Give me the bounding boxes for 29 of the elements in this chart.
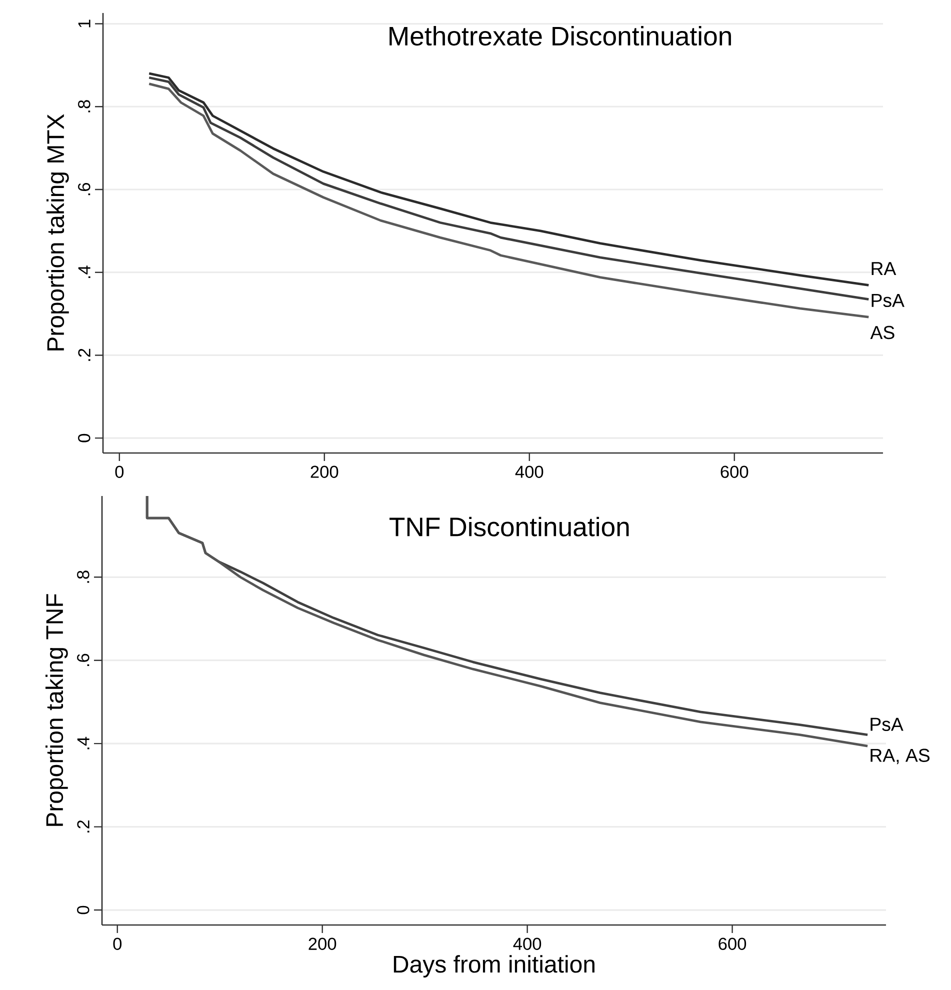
x-tick-label: 0	[115, 466, 124, 478]
x-axis-title: Days from initiation	[394, 955, 594, 978]
series-label: AS	[870, 326, 894, 340]
y-tick-label: .2	[77, 820, 90, 832]
y-tick-label: .8	[78, 100, 90, 112]
x-tick-label: 600	[720, 466, 748, 478]
x-tick-label: 200	[308, 938, 336, 950]
y-tick-label: .4	[77, 736, 90, 750]
y-axis-title: Proportion taking TNF	[45, 594, 68, 826]
series-label: PsA	[870, 718, 904, 731]
y-axis-title: Proportion taking MTX	[46, 114, 69, 350]
chart-title: Methotrexate Discontinuation	[390, 26, 731, 46]
x-tick-label: 200	[310, 466, 338, 478]
y-tick-label: .4	[78, 266, 90, 278]
y-tick-label: .6	[77, 654, 90, 666]
text: TNF Discontinuation	[390, 516, 629, 536]
x-tick-label: 600	[718, 938, 746, 950]
y-tick-label: .6	[78, 183, 90, 196]
x-tick-label: 400	[515, 466, 544, 478]
y-tick-label: 1	[78, 20, 90, 28]
series-label: RA	[872, 262, 896, 275]
y-tick-label: .2	[78, 348, 90, 361]
series-label: RA, AS	[870, 748, 930, 764]
y-tick-label: 0	[78, 434, 90, 442]
y-tick-label: 0	[77, 906, 90, 914]
y-tick-label: .8	[77, 570, 90, 583]
x-tick-label: 0	[113, 938, 122, 950]
x-tick-label: 400	[513, 938, 542, 950]
series-label: PsA	[872, 294, 904, 308]
